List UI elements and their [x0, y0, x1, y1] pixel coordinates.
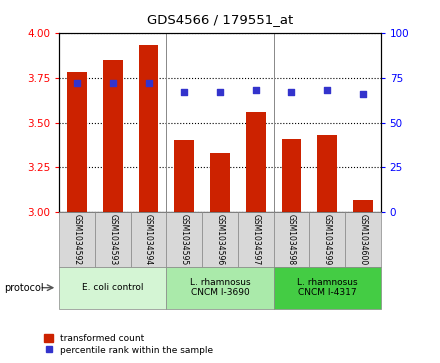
Bar — [166, 212, 202, 267]
Point — [288, 89, 295, 95]
Text: GDS4566 / 179551_at: GDS4566 / 179551_at — [147, 13, 293, 26]
Bar — [238, 212, 274, 267]
Point — [181, 89, 188, 95]
Text: GSM1034592: GSM1034592 — [73, 214, 82, 265]
Bar — [246, 112, 265, 212]
Bar — [59, 267, 166, 309]
Point — [216, 89, 224, 95]
Point — [110, 80, 117, 86]
Text: GSM1034598: GSM1034598 — [287, 214, 296, 265]
Bar — [202, 212, 238, 267]
Point — [323, 87, 330, 93]
Bar — [59, 212, 95, 267]
Bar — [274, 212, 309, 267]
Legend: transformed count, percentile rank within the sample: transformed count, percentile rank withi… — [44, 334, 213, 355]
Text: GSM1034599: GSM1034599 — [323, 214, 332, 265]
Bar — [282, 139, 301, 212]
Bar — [345, 212, 381, 267]
Point — [145, 80, 152, 86]
Bar — [166, 267, 274, 309]
Bar — [274, 267, 381, 309]
Text: E. coli control: E. coli control — [82, 283, 144, 292]
Bar — [317, 135, 337, 212]
Text: GSM1034595: GSM1034595 — [180, 214, 189, 265]
Point — [359, 91, 366, 97]
Point — [252, 87, 259, 93]
Bar — [131, 212, 166, 267]
Bar — [67, 72, 87, 212]
Bar — [95, 212, 131, 267]
Text: GSM1034600: GSM1034600 — [358, 214, 367, 265]
Text: GSM1034593: GSM1034593 — [108, 214, 117, 265]
Text: GSM1034597: GSM1034597 — [251, 214, 260, 265]
Bar — [103, 60, 123, 212]
Text: protocol: protocol — [4, 283, 44, 293]
Bar — [175, 140, 194, 212]
Bar — [309, 212, 345, 267]
Text: L. rhamnosus
CNCM I-3690: L. rhamnosus CNCM I-3690 — [190, 278, 250, 297]
Text: GSM1034594: GSM1034594 — [144, 214, 153, 265]
Point — [74, 80, 81, 86]
Bar — [210, 153, 230, 212]
Bar — [139, 45, 158, 212]
Text: L. rhamnosus
CNCM I-4317: L. rhamnosus CNCM I-4317 — [297, 278, 357, 297]
Text: GSM1034596: GSM1034596 — [216, 214, 224, 265]
Bar — [353, 200, 373, 212]
